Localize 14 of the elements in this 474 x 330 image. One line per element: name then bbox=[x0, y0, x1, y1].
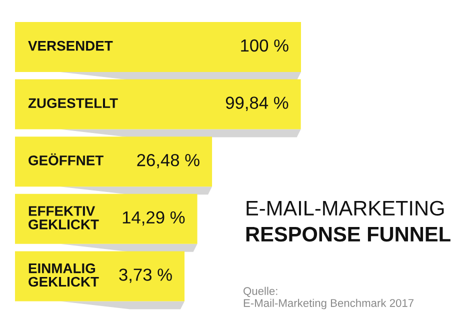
data-label: 14,29 % bbox=[122, 211, 185, 226]
category-label: EINMALIG GEKLICKT bbox=[28, 263, 99, 287]
text: E-MAIL-MARKETING bbox=[246, 200, 444, 216]
category-label: VERSENDET bbox=[28, 40, 113, 51]
category-label: GEÖFFNET bbox=[28, 153, 104, 166]
data-label: 3,73 % bbox=[119, 268, 172, 283]
data-label: 99,84 % bbox=[226, 96, 288, 112]
category-label: EFFEKTIV GEKLICKT bbox=[28, 206, 99, 230]
source-note: Quelle: bbox=[244, 286, 278, 297]
text: E-Mail-Marketing Benchmark 2017 bbox=[244, 298, 414, 310]
text: RESPONSE FUNNEL bbox=[246, 226, 450, 242]
data-label: 100 % bbox=[241, 39, 288, 52]
category-label: ZUGESTELLT bbox=[28, 98, 118, 108]
data-label: 26,48 % bbox=[137, 154, 200, 168]
